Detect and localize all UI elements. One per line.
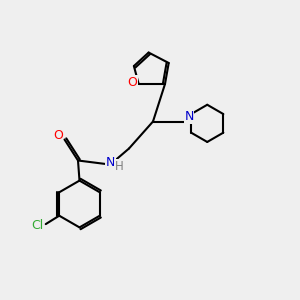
Text: O: O	[127, 76, 137, 89]
Text: N: N	[184, 110, 194, 124]
Text: O: O	[53, 129, 63, 142]
Text: N: N	[106, 156, 115, 170]
Text: Cl: Cl	[31, 219, 44, 232]
Text: H: H	[115, 160, 124, 173]
